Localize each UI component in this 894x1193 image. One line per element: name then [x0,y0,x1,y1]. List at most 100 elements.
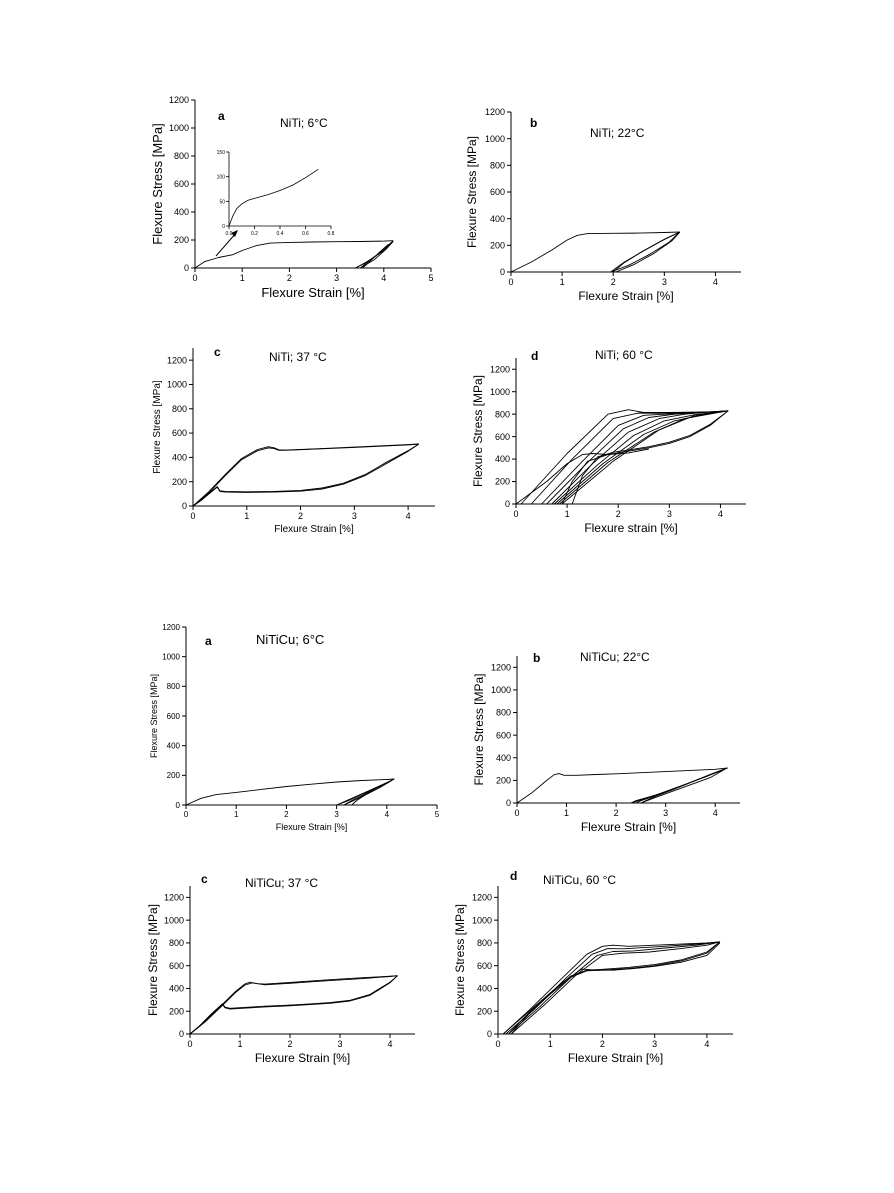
series-line-3 [508,941,720,1035]
inset-y-tick-label: 100 [217,175,226,181]
y-tick-label: 0 [179,1029,184,1039]
y-axis-label: Flexure Stress [MPa] [465,136,479,248]
x-tick-label: 3 [337,1039,342,1049]
y-axis-label: Flexure Stress [MPa] [471,375,485,487]
x-tick-label: 3 [652,1039,657,1049]
x-tick-label: 4 [704,1039,709,1049]
x-tick-label: 4 [713,808,718,818]
x-tick-label: 3 [663,808,668,818]
series-line-9 [561,410,729,505]
y-tick-label: 200 [490,240,505,250]
series-line-8 [559,410,729,505]
x-tick-label: 4 [718,509,723,519]
inset-arrow-head [231,230,238,237]
series-line-4 [610,231,681,273]
series-line-3 [612,232,679,273]
y-tick-label: 1000 [490,387,510,397]
series-line-1 [192,443,419,507]
series-line-6 [640,768,726,804]
series-line-5 [502,942,721,1035]
x-axis-label: Flexure Strain [%] [255,1051,350,1065]
panel-title: NiTiCu; 22°C [580,650,650,664]
y-tick-label: 1000 [472,915,492,925]
inset-series-line [228,168,319,227]
series-line-5 [615,231,681,273]
series-line-5 [630,767,728,804]
y-tick-label: 400 [174,207,189,217]
x-tick-label: 0 [184,810,189,819]
panel-letter: a [218,109,225,123]
x-tick-label: 3 [334,273,339,283]
series-line-4 [192,443,420,507]
y-tick-label: 200 [496,776,511,786]
chart-panel-niticu-d: 0 1 2 3 4 0 200 400 600 800 1000 1200 Flexure Strain… [453,869,733,1065]
panel-letter: b [533,651,540,665]
y-tick-label: 200 [477,1006,492,1016]
y-tick-label: 0 [184,263,189,273]
inset-y-tick-label: 150 [217,150,226,156]
inset-x-tick-label: 0.4 [277,231,284,237]
y-tick-label: 1000 [167,380,187,390]
panel-letter: b [530,116,537,130]
inset-x-tick-label: 0.8 [328,231,335,237]
chart-panel-niti-c: 0 1 2 3 4 0 200 400 600 800 1000 1200 Flexure Strain… [152,345,435,535]
y-tick-label: 200 [495,477,510,487]
panel-title: NiTi; 60 °C [595,348,653,362]
y-tick-label: 1200 [485,107,505,117]
inset-x-tick-label: 0.6 [302,231,309,237]
x-axis-label: Flexure Strain [%] [578,289,673,303]
x-tick-label: 5 [428,273,433,283]
panel-letter: c [214,345,221,359]
x-axis-label: Flexure Strain [%] [261,285,364,300]
y-tick-label: 400 [495,454,510,464]
x-tick-label: 1 [234,810,239,819]
inset-y-tick-label: 0 [222,224,225,230]
y-tick-label: 1000 [485,134,505,144]
inset-x-tick-label: 0.0 [226,231,233,237]
x-tick-label: 4 [385,810,390,819]
y-tick-label: 1200 [167,355,187,365]
y-tick-label: 600 [477,961,492,971]
y-tick-label: 400 [477,984,492,994]
y-axis-label: Flexure Stress [MPa] [150,123,165,244]
x-tick-label: 2 [298,511,303,521]
y-tick-label: 800 [169,938,184,948]
y-tick-label: 600 [490,187,505,197]
series-line-6 [510,941,721,1035]
x-tick-label: 1 [565,509,570,519]
inset-arrow-line [215,232,237,257]
y-tick-label: 600 [174,179,189,189]
y-tick-label: 600 [496,730,511,740]
series-line-1 [520,409,729,505]
x-tick-label: 0 [192,273,197,283]
x-tick-label: 0 [513,509,518,519]
x-tick-label: 3 [352,511,357,521]
x-axis-label: Flexure strain [%] [584,521,677,535]
x-tick-label: 0 [187,1039,192,1049]
y-tick-label: 0 [506,798,511,808]
y-tick-label: 1200 [472,893,492,903]
series-line-5 [355,240,394,269]
panel-letter: d [531,349,538,363]
x-axis-label: Flexure Strain [%] [276,822,348,832]
x-tick-label: 2 [284,810,289,819]
series-line-7 [556,410,729,505]
x-tick-label: 3 [662,277,667,287]
y-axis-label: Flexure Stress [MPa] [472,673,486,785]
series-line-5 [336,778,395,806]
y-tick-label: 800 [477,938,492,948]
y-tick-label: 400 [496,753,511,763]
y-tick-label: 800 [495,409,510,419]
y-tick-label: 0 [500,267,505,277]
x-tick-label: 2 [287,1039,292,1049]
x-axis-label: Flexure Strain [%] [581,820,676,834]
series-line-1 [194,240,394,269]
y-tick-label: 800 [167,682,181,691]
x-tick-label: 2 [287,273,292,283]
x-axis-label: Flexure Strain [%] [568,1051,663,1065]
y-tick-label: 400 [172,453,187,463]
chart-panel-niti-d: 0 1 2 3 4 0 200 400 600 800 1000 1200 Flexure strain… [471,348,746,535]
x-tick-label: 4 [387,1039,392,1049]
x-tick-label: 3 [667,509,672,519]
y-tick-label: 400 [167,741,181,750]
